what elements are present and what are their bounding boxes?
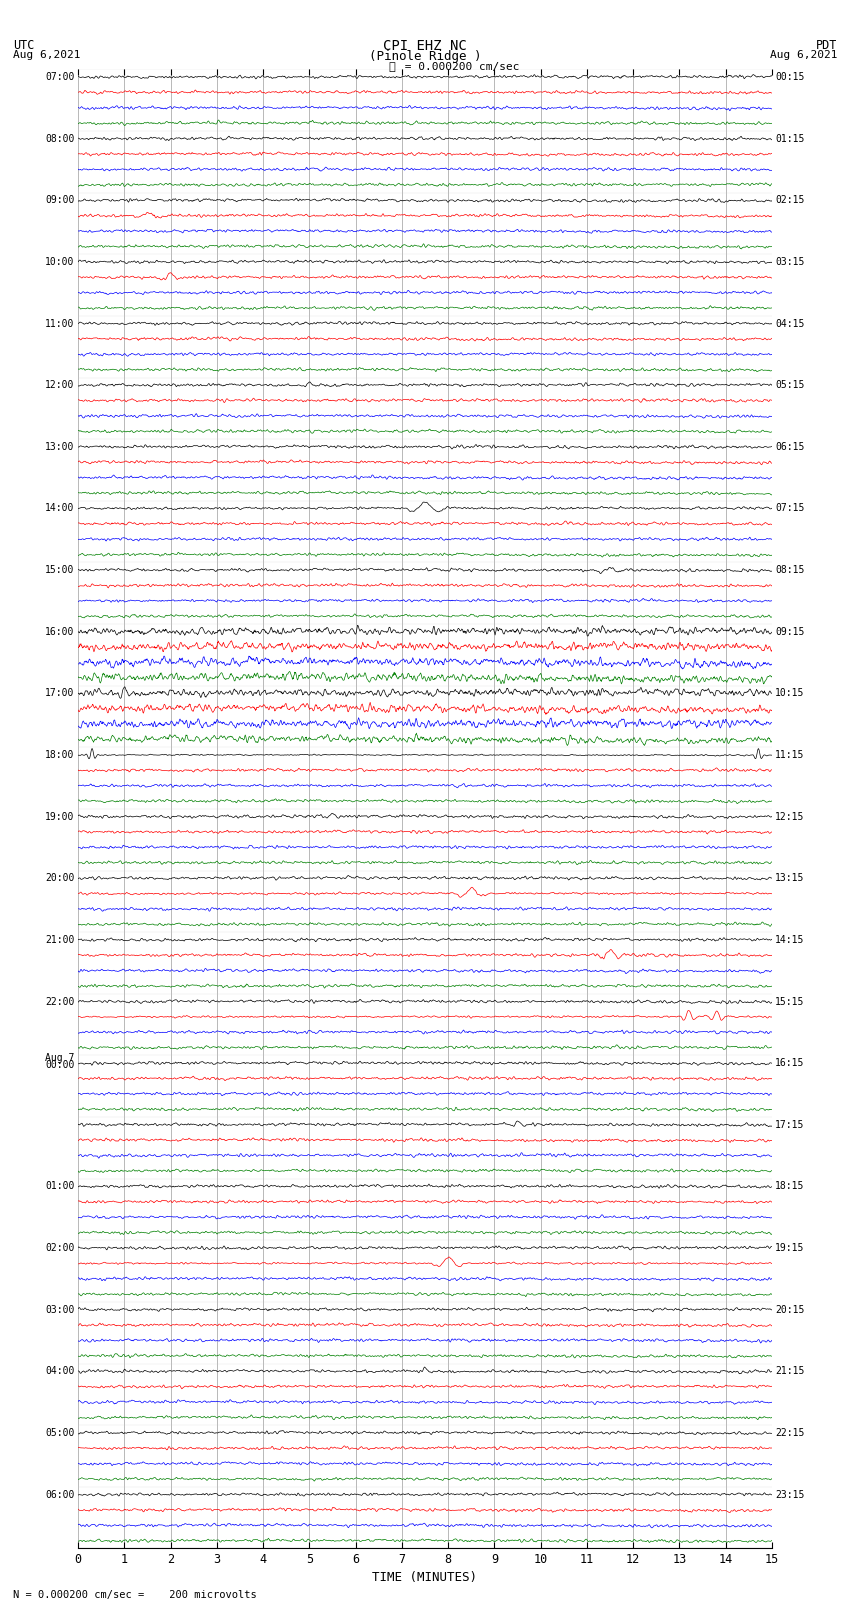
Text: 11:00: 11:00: [45, 319, 75, 329]
Text: 18:00: 18:00: [45, 750, 75, 760]
Text: 23:15: 23:15: [775, 1489, 805, 1500]
Text: 19:00: 19:00: [45, 811, 75, 821]
Text: 17:15: 17:15: [775, 1119, 805, 1129]
Text: 19:15: 19:15: [775, 1244, 805, 1253]
Text: 10:15: 10:15: [775, 689, 805, 698]
Text: 07:15: 07:15: [775, 503, 805, 513]
Text: 12:15: 12:15: [775, 811, 805, 821]
Text: 14:00: 14:00: [45, 503, 75, 513]
Text: 03:00: 03:00: [45, 1305, 75, 1315]
Text: 04:15: 04:15: [775, 319, 805, 329]
Text: = 0.000200 cm/sec: = 0.000200 cm/sec: [398, 63, 519, 73]
Text: 22:15: 22:15: [775, 1428, 805, 1437]
Text: Aug 6,2021: Aug 6,2021: [13, 50, 80, 60]
Text: 13:15: 13:15: [775, 873, 805, 884]
Text: 16:15: 16:15: [775, 1058, 805, 1068]
Text: 00:00: 00:00: [45, 1060, 75, 1069]
Text: 06:00: 06:00: [45, 1489, 75, 1500]
Text: 20:15: 20:15: [775, 1305, 805, 1315]
Text: 15:00: 15:00: [45, 565, 75, 576]
Text: 03:15: 03:15: [775, 256, 805, 268]
Text: ⎸: ⎸: [388, 63, 395, 73]
X-axis label: TIME (MINUTES): TIME (MINUTES): [372, 1571, 478, 1584]
Text: UTC: UTC: [13, 39, 34, 52]
Text: 01:00: 01:00: [45, 1181, 75, 1192]
Text: 21:15: 21:15: [775, 1366, 805, 1376]
Text: 10:00: 10:00: [45, 256, 75, 268]
Text: 14:15: 14:15: [775, 936, 805, 945]
Text: 22:00: 22:00: [45, 997, 75, 1007]
Text: 16:00: 16:00: [45, 627, 75, 637]
Text: 11:15: 11:15: [775, 750, 805, 760]
Text: 07:00: 07:00: [45, 73, 75, 82]
Text: 17:00: 17:00: [45, 689, 75, 698]
Text: 05:15: 05:15: [775, 381, 805, 390]
Text: 02:15: 02:15: [775, 195, 805, 205]
Text: 00:15: 00:15: [775, 73, 805, 82]
Text: 09:00: 09:00: [45, 195, 75, 205]
Text: 08:00: 08:00: [45, 134, 75, 144]
Text: 06:15: 06:15: [775, 442, 805, 452]
Text: 09:15: 09:15: [775, 627, 805, 637]
Text: 02:00: 02:00: [45, 1244, 75, 1253]
Text: 04:00: 04:00: [45, 1366, 75, 1376]
Text: 12:00: 12:00: [45, 381, 75, 390]
Text: Aug 7: Aug 7: [45, 1053, 75, 1063]
Text: Aug 6,2021: Aug 6,2021: [770, 50, 837, 60]
Text: 01:15: 01:15: [775, 134, 805, 144]
Text: 20:00: 20:00: [45, 873, 75, 884]
Text: 21:00: 21:00: [45, 936, 75, 945]
Text: PDT: PDT: [816, 39, 837, 52]
Text: 05:00: 05:00: [45, 1428, 75, 1437]
Text: CPI EHZ NC: CPI EHZ NC: [383, 39, 467, 53]
Text: 13:00: 13:00: [45, 442, 75, 452]
Text: (Pinole Ridge ): (Pinole Ridge ): [369, 50, 481, 63]
Text: 08:15: 08:15: [775, 565, 805, 576]
Text: N = 0.000200 cm/sec =    200 microvolts: N = 0.000200 cm/sec = 200 microvolts: [13, 1590, 257, 1600]
Text: 18:15: 18:15: [775, 1181, 805, 1192]
Text: 15:15: 15:15: [775, 997, 805, 1007]
